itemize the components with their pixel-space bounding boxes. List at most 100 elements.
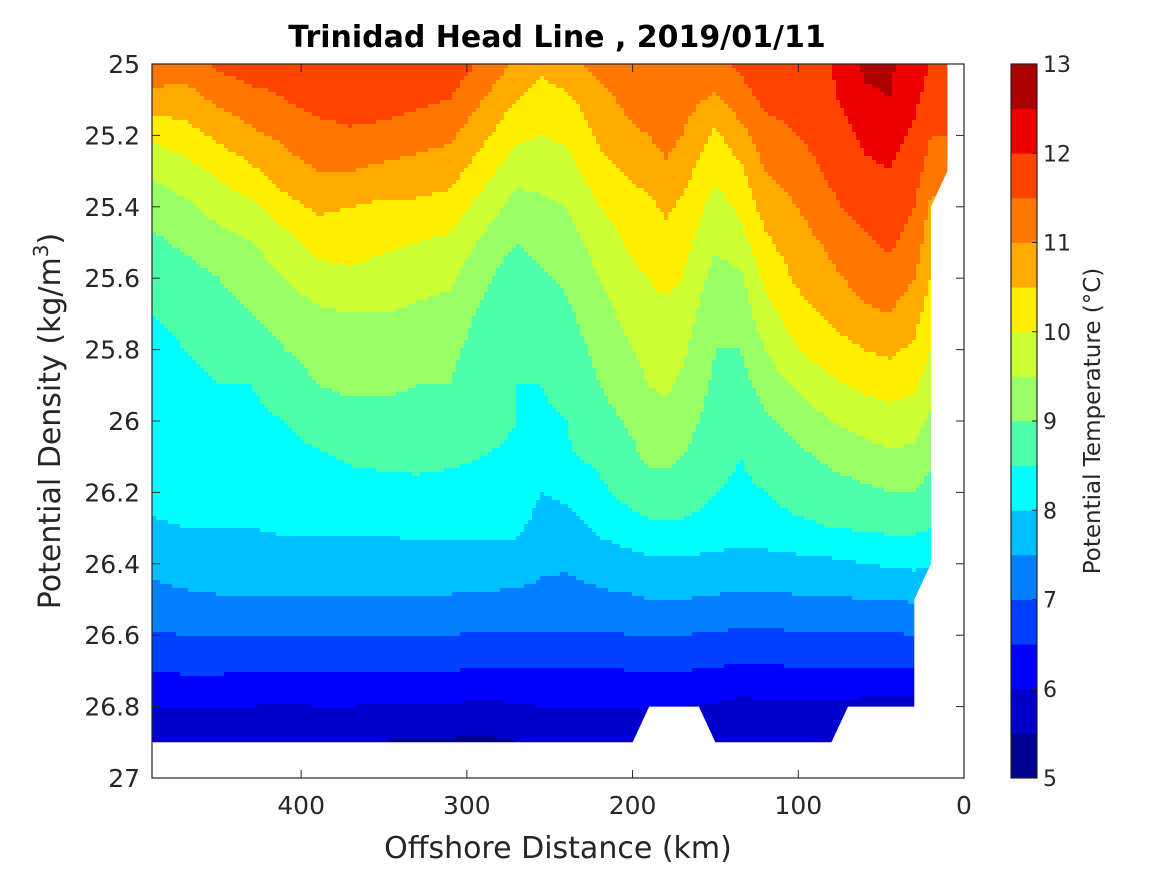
contour-cell — [624, 120, 629, 125]
contour-cell — [828, 148, 833, 153]
contour-cell — [928, 132, 933, 137]
contour-cell — [540, 124, 545, 129]
contour-cell — [376, 84, 381, 89]
contour-cell — [304, 124, 309, 129]
contour-cell — [468, 80, 473, 85]
contour-cell — [404, 148, 409, 153]
contour-cell — [632, 92, 637, 97]
contour-cell — [792, 64, 797, 69]
contour-cell — [732, 96, 737, 101]
contour-cell — [620, 92, 625, 97]
contour-cell — [172, 80, 177, 85]
contour-cell — [792, 68, 797, 73]
contour-cell — [380, 84, 385, 89]
contour-cell — [740, 156, 745, 161]
contour-cell — [284, 140, 289, 145]
contour-cell — [216, 148, 221, 153]
contour-cell — [476, 152, 481, 157]
contour-cell — [588, 100, 593, 105]
contour-cell — [564, 64, 569, 69]
contour-cell — [356, 116, 361, 121]
contour-cell — [388, 76, 393, 81]
contour-cell — [184, 136, 189, 141]
contour-cell — [956, 84, 961, 89]
contour-cell — [556, 76, 561, 81]
contour-cell — [296, 88, 301, 93]
contour-cell — [600, 112, 605, 117]
contour-cell — [716, 100, 721, 105]
contour-cell — [500, 76, 505, 81]
contour-cell — [880, 124, 885, 129]
contour-cell — [276, 100, 281, 105]
contour-cell — [160, 124, 165, 129]
contour-cell — [464, 120, 469, 125]
contour-cell — [272, 88, 277, 93]
contour-cell — [804, 152, 809, 157]
contour-cell — [192, 84, 197, 89]
contour-cell — [396, 72, 401, 77]
contour-cell — [692, 112, 697, 117]
contour-cell — [648, 80, 653, 85]
contour-cell — [896, 104, 901, 109]
contour-cell — [648, 92, 653, 97]
contour-cell — [568, 116, 573, 121]
contour-cell — [200, 64, 205, 69]
contour-cell — [156, 112, 161, 117]
contour-cell — [776, 64, 781, 69]
contour-cell — [228, 160, 233, 165]
contour-cell — [812, 92, 817, 97]
contour-cell — [352, 68, 357, 73]
contour-cell — [644, 120, 649, 125]
contour-cell — [844, 96, 849, 101]
contour-cell — [872, 88, 877, 93]
contour-cell — [264, 160, 269, 165]
contour-cell — [760, 152, 765, 157]
contour-cell — [232, 136, 237, 141]
contour-cell — [336, 100, 341, 105]
contour-cell — [340, 124, 345, 129]
contour-cell — [528, 124, 533, 129]
contour-cell — [244, 76, 249, 81]
contour-cell — [180, 152, 185, 157]
contour-cell — [732, 128, 737, 133]
contour-cell — [248, 144, 253, 149]
contour-cell — [200, 108, 205, 113]
contour-cell — [464, 152, 469, 157]
contour-cell — [860, 76, 865, 81]
contour-cell — [924, 112, 929, 117]
contour-cell — [748, 156, 753, 161]
contour-cell — [244, 104, 249, 109]
contour-cell — [356, 108, 361, 113]
contour-cell — [268, 140, 273, 145]
contour-cell — [272, 120, 277, 125]
contour-cell — [836, 124, 841, 129]
contour-cell — [340, 160, 345, 165]
contour-cell — [576, 76, 581, 81]
contour-cell — [260, 160, 265, 165]
contour-cell — [168, 96, 173, 101]
contour-cell — [300, 112, 305, 117]
contour-cell — [808, 144, 813, 149]
contour-cell — [664, 128, 669, 133]
contour-cell — [236, 100, 241, 105]
contour-cell — [916, 128, 921, 133]
contour-cell — [756, 104, 761, 109]
contour-cell — [336, 112, 341, 117]
contour-cell — [872, 84, 877, 89]
contour-cell — [560, 84, 565, 89]
contour-cell — [652, 140, 657, 145]
contour-cell — [512, 112, 517, 117]
contour-cell — [608, 88, 613, 93]
contour-cell — [160, 84, 165, 89]
contour-cell — [568, 128, 573, 133]
contour-cell — [396, 88, 401, 93]
contour-cell — [172, 140, 177, 145]
contour-cell — [808, 92, 813, 97]
contour-cell — [624, 112, 629, 117]
contour-cell — [192, 124, 197, 129]
contour-cell — [480, 124, 485, 129]
contour-cell — [924, 76, 929, 81]
contour-cell — [476, 132, 481, 137]
contour-cell — [848, 116, 853, 121]
contour-cell — [408, 96, 413, 101]
